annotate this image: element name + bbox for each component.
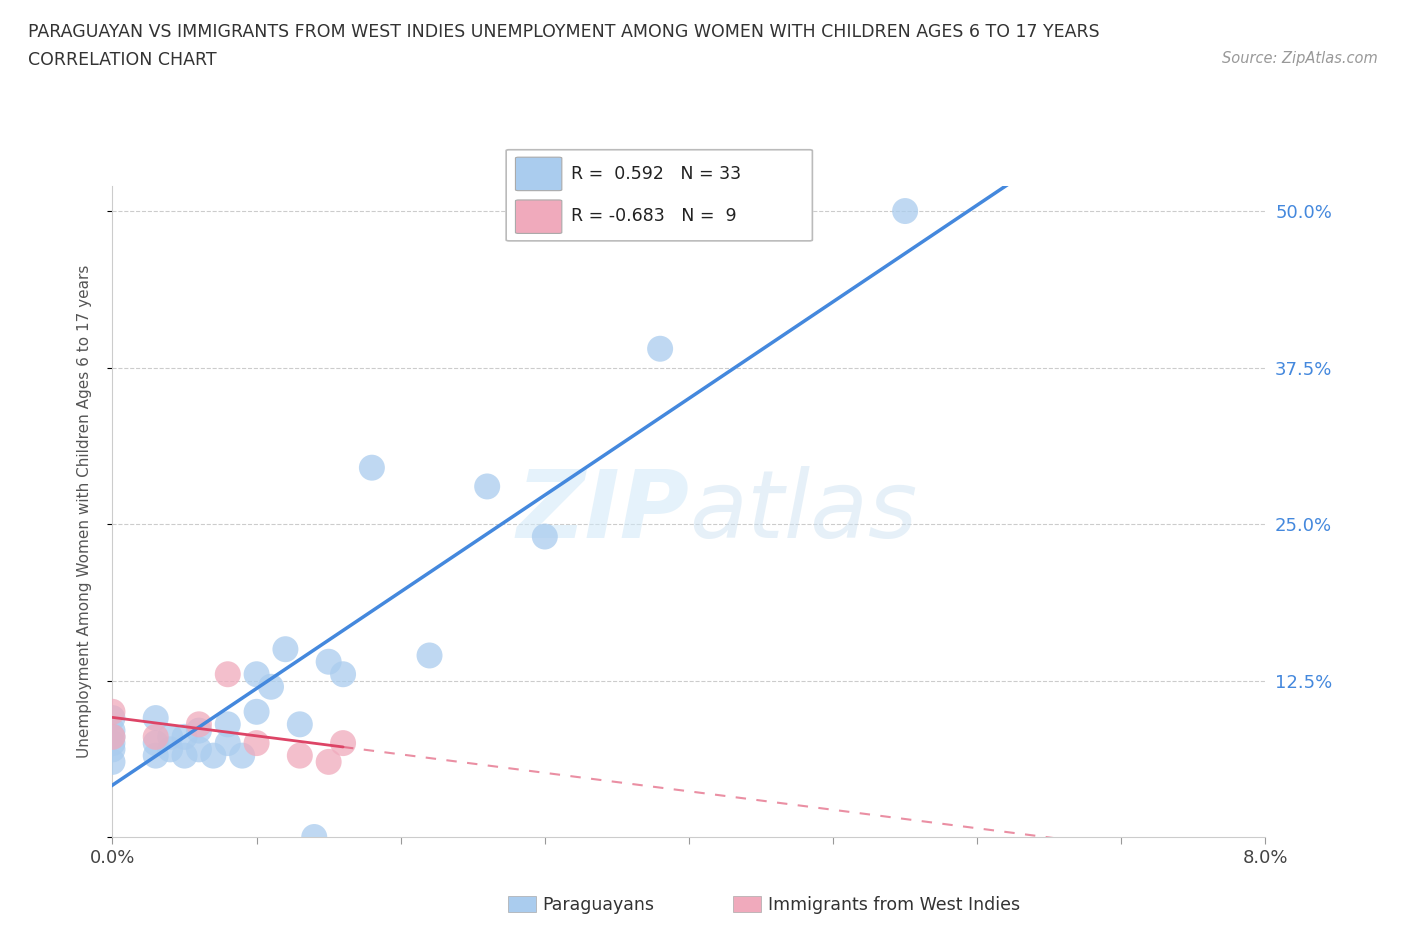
Point [245,667,267,682]
FancyBboxPatch shape [506,150,813,241]
Text: Paraguayans: Paraguayans [543,896,655,914]
Text: ZIP: ZIP [516,466,689,557]
Point [217,717,239,732]
Point [288,748,311,763]
Point [332,667,354,682]
Point [318,754,340,769]
Text: R = -0.683   N =  9: R = -0.683 N = 9 [571,206,737,225]
Point [101,729,124,744]
Point [217,667,239,682]
Point [145,729,167,744]
Point [145,711,167,725]
Point [360,460,382,475]
Text: Source: ZipAtlas.com: Source: ZipAtlas.com [1222,51,1378,66]
Text: PARAGUAYAN VS IMMIGRANTS FROM WEST INDIES UNEMPLOYMENT AMONG WOMEN WITH CHILDREN: PARAGUAYAN VS IMMIGRANTS FROM WEST INDIE… [28,23,1099,41]
Point [260,679,283,694]
Point [101,736,124,751]
FancyBboxPatch shape [516,200,562,233]
Point [173,729,195,744]
Point [274,642,297,657]
Point [145,748,167,763]
Point [101,729,124,744]
Text: CORRELATION CHART: CORRELATION CHART [28,51,217,69]
Point [475,479,498,494]
Point [217,736,239,751]
Point [288,717,311,732]
Point [101,724,124,738]
Text: R =  0.592   N = 33: R = 0.592 N = 33 [571,165,741,183]
Point [245,736,267,751]
Point [231,748,253,763]
Point [101,742,124,757]
Point [188,742,211,757]
Point [101,704,124,719]
Point [101,754,124,769]
Point [419,648,441,663]
Text: atlas: atlas [689,466,917,557]
Point [894,204,917,219]
Text: Immigrants from West Indies: Immigrants from West Indies [768,896,1019,914]
Y-axis label: Unemployment Among Women with Children Ages 6 to 17 years: Unemployment Among Women with Children A… [77,265,91,758]
Point [533,529,555,544]
Point [245,704,267,719]
Point [648,341,672,356]
Point [159,729,181,744]
Point [188,717,211,732]
Point [304,830,326,844]
Point [145,736,167,751]
Point [332,736,354,751]
Point [318,655,340,670]
Point [101,711,124,725]
Point [202,748,225,763]
FancyBboxPatch shape [516,157,562,191]
Point [188,724,211,738]
Point [173,748,195,763]
Point [159,742,181,757]
